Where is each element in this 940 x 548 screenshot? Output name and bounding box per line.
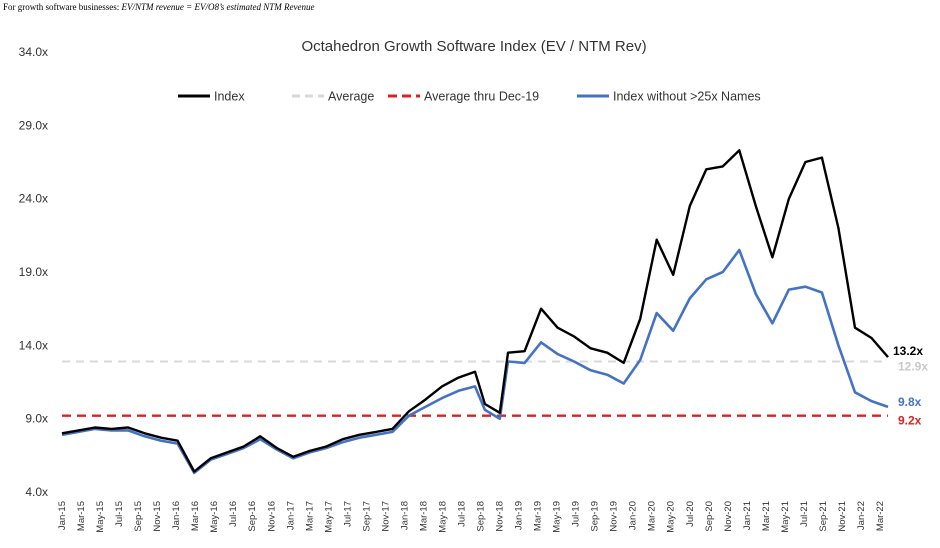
source-note-formula: EV/NTM revenue = EV/O8’s estimated NTM R… <box>121 2 315 12</box>
x-tick-label: Jul-15 <box>114 501 125 527</box>
x-tick-label: Jul-21 <box>799 501 810 527</box>
y-tick-label: 19.0x <box>19 265 48 279</box>
legend-label: Index <box>214 90 245 104</box>
y-axis: 4.0x 9.0x 14.0x 19.0x 24.0x 29.0x 34.0x <box>19 45 48 499</box>
x-tick-label: Jan-20 <box>628 501 639 530</box>
x-tick-label: Nov-20 <box>723 501 734 532</box>
x-tick-label: Mar-17 <box>304 501 315 531</box>
end-value-label: 12.9x <box>898 359 928 373</box>
x-tick-label: Mar-22 <box>875 501 886 531</box>
x-tick-label: Jan-22 <box>856 501 867 530</box>
x-tick-label: Jul-16 <box>228 501 239 527</box>
x-tick-label: Jan-15 <box>57 501 68 530</box>
x-tick-label: Mar-21 <box>761 501 772 531</box>
x-tick-label: Sep-16 <box>247 501 258 532</box>
x-tick-label: Mar-20 <box>647 501 658 531</box>
x-tick-label: Nov-21 <box>837 501 848 532</box>
source-note: For growth software businesses: EV/NTM r… <box>3 2 315 12</box>
x-tick-label: Nov-17 <box>380 501 391 532</box>
source-note-prefix: For growth software businesses: <box>3 2 122 12</box>
x-tick-label: May-16 <box>209 501 220 533</box>
x-tick-label: Sep-18 <box>476 501 487 532</box>
x-tick-label: Mar-15 <box>76 501 87 531</box>
x-tick-label: Jan-17 <box>285 501 296 530</box>
x-axis: Jan-15 Mar-15 May-15 Jul-15 Sep-15 Nov-15 Jan-… <box>57 501 886 533</box>
x-tick-label: Nov-18 <box>495 501 506 532</box>
x-tick-label: Jan-16 <box>171 501 182 530</box>
x-tick-label: Nov-19 <box>609 501 620 532</box>
x-tick-label: Jul-19 <box>571 501 582 527</box>
legend-label: Index without >25x Names <box>613 90 761 104</box>
legend-label: Average <box>328 90 374 104</box>
x-tick-label: Sep-17 <box>361 501 372 532</box>
series-line <box>61 149 889 473</box>
y-tick-label: 24.0x <box>19 192 48 206</box>
reference-lines <box>62 360 888 417</box>
x-tick-label: Sep-21 <box>818 501 829 532</box>
x-tick-label: Mar-18 <box>418 501 429 531</box>
y-tick-label: 29.0x <box>19 118 48 132</box>
x-tick-label: Mar-19 <box>533 501 544 531</box>
x-tick-label: Jan-19 <box>514 501 525 530</box>
x-tick-label: Jan-21 <box>742 501 753 530</box>
y-tick-label: 14.0x <box>19 338 48 352</box>
x-tick-label: Jul-17 <box>342 501 353 527</box>
legend: Index Average Average thru Dec-19 Index wit… <box>178 90 761 104</box>
series-lines <box>61 149 889 475</box>
x-tick-label: May-19 <box>552 501 563 533</box>
x-tick-label: May-15 <box>95 501 106 533</box>
y-tick-label: 4.0x <box>25 485 48 499</box>
chart-title: Octahedron Growth Software Index (EV / N… <box>301 38 646 55</box>
x-tick-label: Nov-16 <box>266 501 277 532</box>
x-tick-label: Jan-18 <box>399 501 410 530</box>
x-tick-label: Sep-15 <box>133 501 144 532</box>
x-tick-label: May-20 <box>666 501 677 533</box>
end-value-label: 9.8x <box>898 395 922 409</box>
end-value-label: 9.2x <box>898 414 922 428</box>
x-tick-label: Jul-20 <box>685 501 696 527</box>
x-tick-label: May-17 <box>323 501 334 533</box>
x-tick-label: Jul-18 <box>456 501 467 527</box>
x-tick-label: Sep-19 <box>590 501 601 532</box>
legend-label: Average thru Dec-19 <box>424 90 539 104</box>
x-tick-label: May-21 <box>780 501 791 533</box>
x-tick-label: Mar-16 <box>190 501 201 531</box>
x-tick-label: Nov-15 <box>152 501 163 532</box>
x-tick-label: Sep-20 <box>704 501 715 532</box>
end-value-label: 13.2x <box>893 344 923 358</box>
y-tick-label: 9.0x <box>25 412 48 426</box>
x-tick-label: May-18 <box>437 501 448 533</box>
y-tick-label: 34.0x <box>19 45 48 59</box>
